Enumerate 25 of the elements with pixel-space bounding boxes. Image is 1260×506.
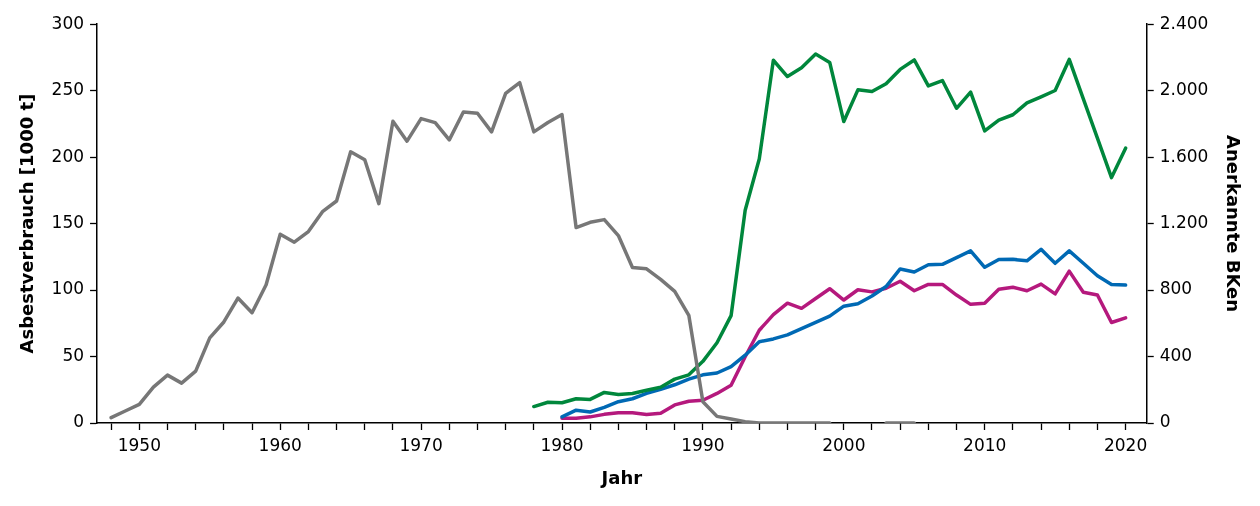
y2-axis-title: Anerkannte BKen — [1222, 135, 1244, 313]
y2-tick-label: 2.000 — [1159, 79, 1209, 100]
x-tick-label: 1970 — [399, 434, 443, 455]
x-tick-label: 1960 — [258, 434, 302, 455]
y-tick-label: 250 — [51, 79, 85, 100]
y2-tick-label: 1.600 — [1159, 145, 1209, 166]
x-tick-label: 1990 — [681, 434, 725, 455]
y-tick-label: 300 — [51, 12, 85, 33]
x-tick-label: 2000 — [822, 434, 866, 455]
y-axis-title: Asbestverbrauch [1000 t] — [16, 93, 38, 354]
x-tick-label: 2020 — [1103, 434, 1148, 455]
y-tick-label: 0 — [73, 411, 85, 432]
y2-tick-label: 2.400 — [1159, 12, 1209, 33]
x-tick-label: 1950 — [117, 434, 161, 455]
y2-tick-label: 1.200 — [1159, 212, 1209, 233]
y2-tick-label: 800 — [1159, 278, 1193, 299]
x-axis-title: Jahr — [599, 466, 643, 488]
x-tick-label: 2010 — [963, 434, 1007, 455]
y-tick-label: 50 — [62, 344, 85, 365]
y2-tick-label: 0 — [1159, 411, 1171, 432]
x-tick-label: 1980 — [540, 434, 584, 455]
y-tick-label: 100 — [51, 278, 85, 299]
y-tick-label: 150 — [51, 212, 85, 233]
y2-tick-label: 400 — [1159, 344, 1193, 365]
y-tick-label: 200 — [51, 145, 85, 166]
